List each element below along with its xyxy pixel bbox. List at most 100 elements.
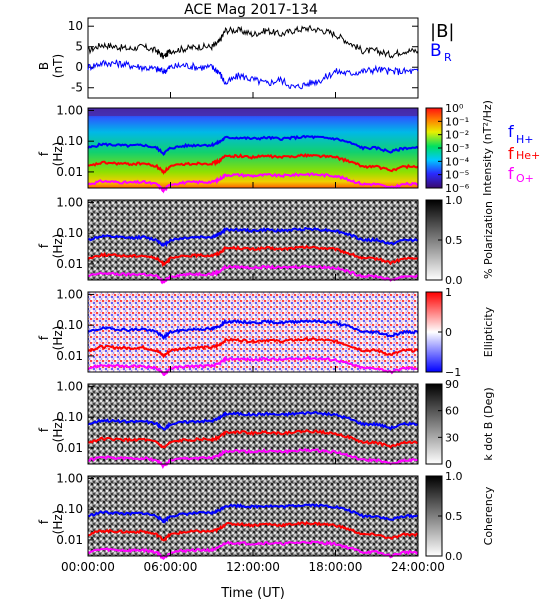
- freq-tick-label: 0.10: [56, 502, 83, 516]
- x-tick-label: 24:00:00: [391, 560, 445, 574]
- series-line-f-o: [87, 540, 419, 561]
- freq-ylabel-top: f: [37, 335, 51, 340]
- freq-tick-label: 0.10: [56, 410, 83, 424]
- colorbar-tick-label: 0.5: [445, 234, 463, 247]
- freq-tick-label: 0.01: [56, 257, 83, 271]
- colorbar-tick-label: 30: [445, 431, 459, 444]
- colorbar-tick-label: 10⁻¹: [445, 115, 469, 128]
- panel-polarization: 1.00 0.10 0.01 f (Hz) 1.0 0.5 0.0 % Polarization: [37, 194, 495, 287]
- panel1-ytick-label: 0: [75, 60, 83, 74]
- colorbar-kdotb: [425, 383, 443, 465]
- colorbar-label: k dot B (Deg): [482, 387, 495, 460]
- legend-fh: f: [508, 122, 514, 141]
- colorbar-label: Coherency: [482, 486, 495, 545]
- freq-tick-label: 1.00: [56, 103, 83, 117]
- freq-ylabel-bottom: (Hz): [51, 326, 65, 351]
- colorbar-tick-label: −1: [445, 366, 461, 379]
- series-line-f-h: [87, 134, 419, 156]
- freq-tick-label: 0.01: [56, 165, 83, 179]
- x-axis-label: Time (UT): [220, 586, 285, 600]
- colorbar-tick-label: 1.0: [445, 470, 463, 483]
- series-line-b-radial: [87, 59, 419, 90]
- freq-tick-label: 1.00: [56, 287, 83, 301]
- freq-tick-label: 0.10: [56, 134, 83, 148]
- legend-fo: f: [508, 164, 514, 183]
- freq-ylabel-bottom: (Hz): [51, 510, 65, 535]
- freq-tick-label: 0.01: [56, 441, 83, 455]
- panel1-ytick-label: -5: [71, 81, 83, 95]
- series-line-f-he: [87, 337, 419, 359]
- freq-ylabel-top: f: [37, 519, 51, 524]
- freq-tick-label: 1.00: [56, 471, 83, 485]
- panel1-ytick-label: 10: [68, 19, 83, 33]
- freq-ylabel-bottom: (Hz): [51, 142, 65, 167]
- gyro-legend: f H+ f He+ f O+: [508, 122, 540, 185]
- colorbar-tick-label: 10⁻³: [445, 142, 469, 155]
- panel1-ylabel-bottom: (nT): [51, 54, 65, 78]
- colorbar-tick-label: 0.0: [445, 550, 463, 563]
- colorbar-tick-label: 0.0: [445, 274, 463, 287]
- legend-fo-sub: O+: [516, 172, 534, 185]
- x-tick-label: 06:00:00: [144, 560, 198, 574]
- colorbar-tick-label: 10⁻⁶: [445, 182, 470, 195]
- colorbar-tick-label: 0: [445, 458, 452, 471]
- freq-tick-label: 1.00: [56, 379, 83, 393]
- colorbar-label: Ellipticity: [482, 306, 495, 357]
- series-line-f-he: [87, 429, 419, 449]
- colorbar-tick-label: 10⁻⁵: [445, 169, 469, 182]
- x-tick-label: 18:00:00: [309, 560, 363, 574]
- colorbar-tick-label: 10⁻²: [445, 129, 469, 142]
- panel1-ylabel-top: B: [37, 62, 51, 70]
- colorbar-tick-label: 0.5: [445, 510, 463, 523]
- series-line-f-he: [87, 244, 419, 268]
- x-tick-label: 12:00:00: [226, 560, 280, 574]
- series-line-f-o: [87, 264, 419, 285]
- legend-b-radial-sub: R: [444, 51, 452, 64]
- series-line-f-he: [88, 152, 419, 175]
- colorbar-tick-label: 10⁰: [445, 102, 464, 115]
- legend-fhe-sub: He+: [516, 149, 540, 162]
- colorbar-tick-label: 1.0: [445, 194, 463, 207]
- freq-tick-label: 1.00: [56, 195, 83, 209]
- legend-b-total: |B|: [430, 21, 454, 42]
- freq-tick-label: 0.01: [56, 349, 83, 363]
- freq-ylabel-top: f: [37, 427, 51, 432]
- series-line-f-he: [87, 520, 419, 542]
- x-tick-label: 00:00:00: [61, 560, 115, 574]
- panel-intensity: 1.00 0.10 0.01 f (Hz) 10⁰10⁻¹10⁻²10⁻³10⁻⁴10⁻⁵…: [37, 100, 494, 196]
- freq-tick-label: 0.10: [56, 226, 83, 240]
- freq-tick-label: 0.01: [56, 533, 83, 547]
- freq-ylabel-top: f: [37, 151, 51, 156]
- legend-fh-sub: H+: [516, 133, 534, 146]
- colorbar-label: Intensity (nT²/Hz): [481, 100, 494, 196]
- series-line-f-h: [87, 503, 419, 524]
- freq-ylabel-top: f: [37, 243, 51, 248]
- panel-ellipticity: 1.00 0.10 0.01 f (Hz) 1 0 −1 Ellipticity: [37, 286, 495, 379]
- panel1-ytick-label: 5: [75, 40, 83, 54]
- series-line-f-o: [87, 355, 419, 377]
- panel-coherency: 1.00 0.10 0.01 f (Hz) 1.0 0.5 0.0 Coherency: [37, 470, 495, 563]
- panel-kdotb: 1.00 0.10 0.01 f (Hz) 90 60 30 0 k dot B (Deg): [37, 378, 495, 471]
- colorbar-label: % Polarization: [482, 201, 495, 279]
- freq-ylabel-bottom: (Hz): [51, 418, 65, 443]
- series-line-f-o: [88, 447, 419, 470]
- chart-title: ACE Mag 2017-134: [184, 2, 318, 18]
- colorbar-tick-label: 10⁻⁴: [445, 155, 470, 168]
- colorbar-tick-label: 60: [445, 405, 459, 418]
- series-line-f-h: [87, 318, 419, 341]
- colorbar-tick-label: 1: [445, 286, 452, 299]
- series-line-b-total: [87, 24, 419, 60]
- series-line-f-h: [87, 226, 419, 248]
- legend-fhe: f: [508, 144, 514, 163]
- colorbar-tick-label: 90: [445, 378, 459, 391]
- freq-ylabel-bottom: (Hz): [51, 234, 65, 259]
- panel1-frame: [87, 17, 419, 99]
- freq-tick-label: 0.10: [56, 318, 83, 332]
- intensity-top-band: [88, 108, 418, 116]
- series-line-f-h: [87, 410, 419, 431]
- colorbar-tick-label: 0: [445, 326, 452, 339]
- panel-magnetic-field: 10 5 0 -5 B (nT) |B| B R: [37, 17, 454, 99]
- legend-b-radial: B: [430, 41, 442, 61]
- series-line-f-o: [87, 172, 419, 194]
